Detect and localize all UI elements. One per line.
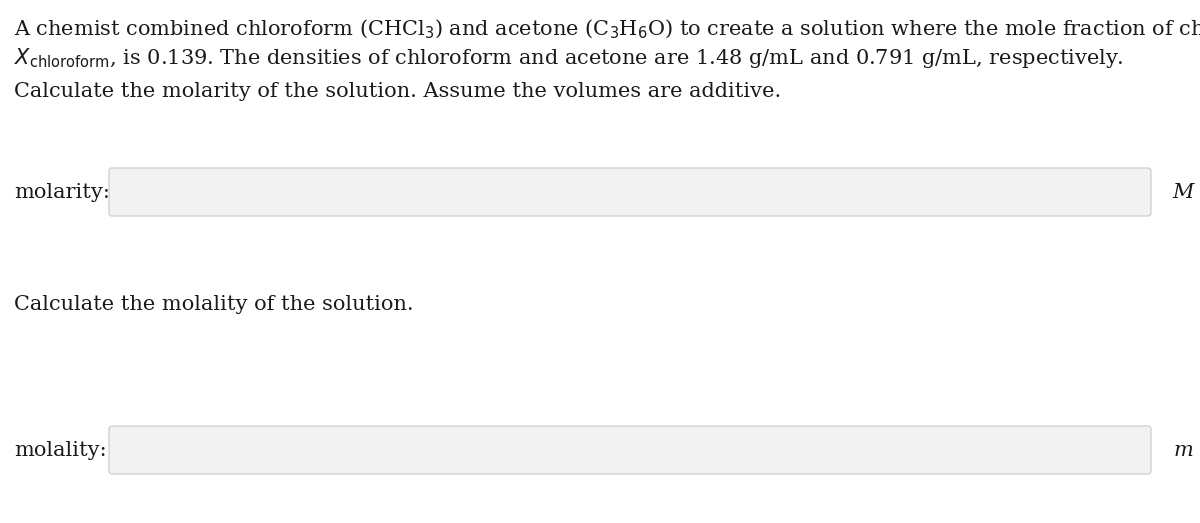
Text: $\mathit{X}$$_{\mathrm{chloroform}}$, is 0.139. The densities of chloroform and : $\mathit{X}$$_{\mathrm{chloroform}}$, is… <box>14 46 1123 70</box>
FancyBboxPatch shape <box>109 168 1151 216</box>
FancyBboxPatch shape <box>109 426 1151 474</box>
Text: m: m <box>1174 440 1193 460</box>
Text: molarity:: molarity: <box>14 183 110 201</box>
Text: M: M <box>1172 183 1194 201</box>
Text: Calculate the molarity of the solution. Assume the volumes are additive.: Calculate the molarity of the solution. … <box>14 82 781 101</box>
Text: Calculate the molality of the solution.: Calculate the molality of the solution. <box>14 295 414 314</box>
Text: A chemist combined chloroform (CHCl$_3$) and acetone (C$_3$H$_6$O) to create a s: A chemist combined chloroform (CHCl$_3$)… <box>14 18 1200 41</box>
Text: molality:: molality: <box>14 440 107 460</box>
